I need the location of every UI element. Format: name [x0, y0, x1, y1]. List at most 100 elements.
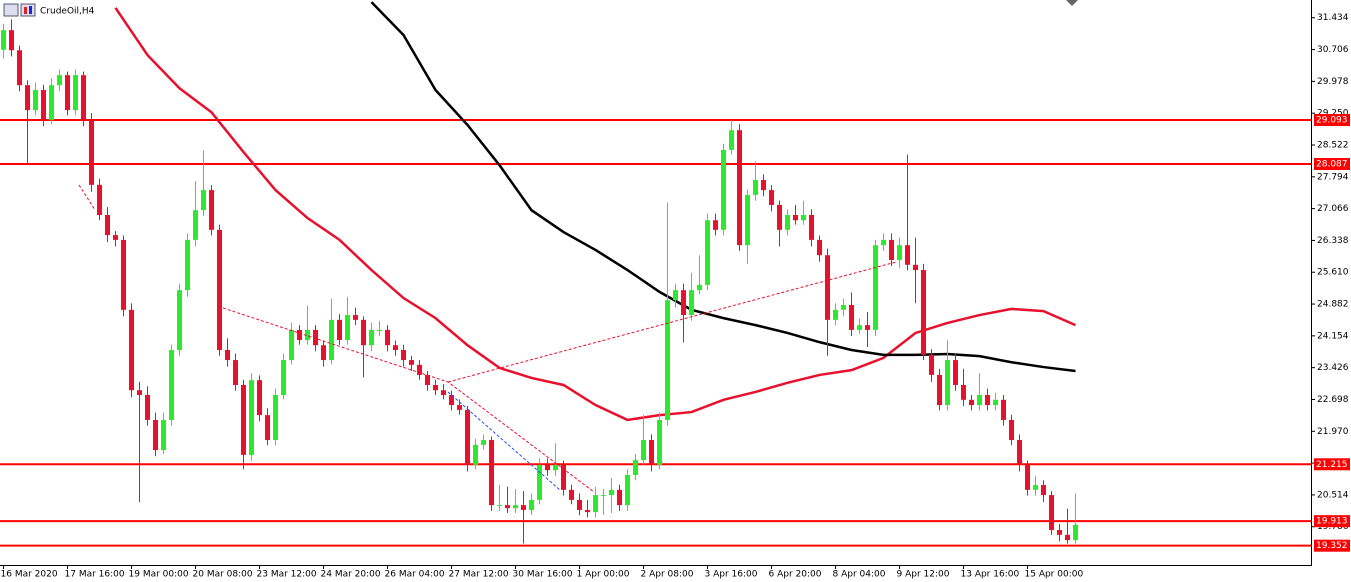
candle-body — [249, 380, 254, 455]
candle-body — [777, 204, 782, 230]
candle-body — [657, 419, 662, 465]
y-tick-label: 29.250 — [1317, 109, 1349, 119]
candle-body — [937, 374, 942, 406]
moving-average — [114, 7, 1077, 422]
candle-body — [233, 360, 238, 385]
level-label: 29.093 — [1316, 116, 1348, 126]
candle-body — [9, 30, 14, 51]
candle-body — [761, 180, 766, 191]
candle-body — [569, 489, 574, 500]
level-label: 19.352 — [1316, 541, 1348, 551]
y-tick-label: 24.882 — [1317, 300, 1349, 310]
candle-body — [1057, 530, 1062, 535]
candle-body — [153, 419, 158, 451]
candle-body — [993, 399, 998, 406]
candle-body — [1065, 534, 1070, 541]
candle-body — [513, 505, 518, 509]
y-tick-label: 20.514 — [1317, 490, 1349, 500]
candle-body — [753, 180, 758, 195]
candle-body — [737, 130, 742, 246]
level-label: 28.087 — [1316, 159, 1348, 169]
candle-body — [1033, 485, 1038, 490]
candle-body — [73, 75, 78, 111]
x-tick-label: 9 Apr 12:00 — [897, 570, 950, 580]
y-tick-label: 26.338 — [1317, 236, 1349, 246]
candle-body — [161, 419, 166, 451]
y-tick-label: 23.426 — [1317, 363, 1349, 373]
candle-body — [209, 190, 214, 230]
candle-body — [793, 214, 798, 221]
candle-body — [177, 290, 182, 351]
candle-body — [617, 489, 622, 506]
icon — [29, 6, 32, 14]
candle-body — [665, 300, 670, 420]
candle-body — [681, 290, 686, 316]
x-tick-label: 24 Mar 20:00 — [321, 570, 381, 580]
candle-body — [609, 489, 614, 496]
x-tick-label: 27 Mar 12:00 — [449, 570, 509, 580]
candle-body — [185, 239, 190, 291]
candle-body — [465, 409, 470, 465]
candle-body — [537, 464, 542, 500]
candle-body — [353, 315, 358, 320]
x-tick-label: 26 Mar 04:00 — [385, 570, 445, 580]
candle-body — [361, 319, 366, 346]
candle-body — [137, 390, 142, 396]
candle-body — [977, 395, 982, 406]
candle-body — [17, 50, 22, 86]
candle-body — [473, 444, 478, 465]
candle-body — [561, 464, 566, 490]
candle-body — [833, 309, 838, 320]
candle-body — [457, 405, 462, 410]
candle-body — [769, 190, 774, 205]
candle-body — [449, 395, 454, 406]
candle-body — [1025, 464, 1030, 490]
candle-body — [257, 380, 262, 416]
candle-body — [225, 350, 230, 361]
candle-body — [265, 415, 270, 441]
level-label-box — [1314, 157, 1350, 170]
candle-body — [873, 245, 878, 330]
y-tick-label: 28.522 — [1317, 140, 1349, 150]
candle-body — [841, 305, 846, 310]
candle-body — [705, 220, 710, 285]
level-label-box — [1314, 458, 1350, 471]
level-label-box — [1314, 539, 1350, 552]
candle-body — [633, 460, 638, 475]
y-tick-label: 24.154 — [1317, 331, 1349, 341]
x-tick-label: 8 Apr 04:00 — [833, 570, 886, 580]
x-tick-label: 13 Apr 16:00 — [961, 570, 1020, 580]
candle-body — [369, 329, 374, 346]
y-tick-label: 29.978 — [1317, 77, 1349, 87]
candle-body — [641, 440, 646, 461]
candle-body — [425, 374, 430, 385]
candle-body — [849, 305, 854, 330]
candle-body — [89, 120, 94, 185]
x-tick-label: 3 Apr 16:00 — [705, 570, 758, 580]
y-tick-label: 19.786 — [1317, 522, 1349, 532]
candle-body — [689, 290, 694, 316]
trade-line — [447, 261, 897, 383]
trade-lines — [78, 184, 897, 493]
candle-body — [289, 329, 294, 361]
candle-body — [345, 315, 350, 340]
candle-body — [65, 75, 70, 111]
candle-body — [1073, 524, 1078, 541]
candle-body — [825, 255, 830, 320]
x-tick-label: 2 Apr 08:00 — [641, 570, 694, 580]
x-tick-label: 30 Mar 16:00 — [513, 570, 573, 580]
candle-body — [41, 90, 46, 121]
candle-body — [433, 384, 438, 391]
candle-body — [577, 499, 582, 510]
candle-body — [313, 329, 318, 346]
y-tick-label: 27.794 — [1317, 172, 1349, 182]
level-label: 19.913 — [1316, 517, 1348, 527]
x-tick-label: 16 Mar 2020 — [1, 570, 58, 580]
candle-body — [505, 505, 510, 509]
x-tick-label: 20 Mar 08:00 — [193, 570, 253, 580]
candle-body — [217, 229, 222, 351]
candle-body — [1041, 485, 1046, 496]
candle-body — [529, 499, 534, 510]
y-tick-label: 21.970 — [1317, 427, 1349, 437]
